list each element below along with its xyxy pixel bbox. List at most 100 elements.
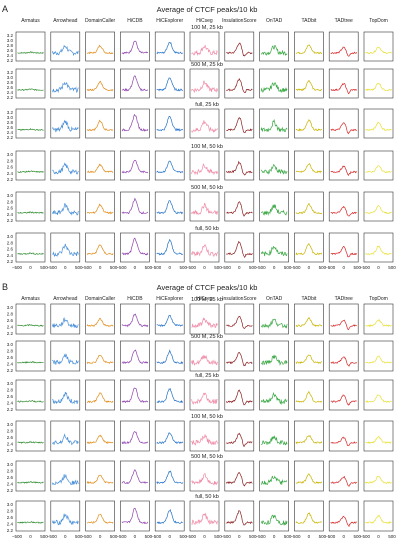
series-line <box>260 318 288 329</box>
row-title: 100 M, 25 kb <box>191 25 223 31</box>
row-title: full, 25 kb <box>195 373 219 379</box>
subplot-frame <box>154 420 185 452</box>
series-line <box>330 319 357 331</box>
row-3: 100 M, 50 kb 3.0 2.82.6 2.42.2 <box>7 414 394 453</box>
x-tick-label: −500 <box>186 265 197 270</box>
x-tick-label: 500 <box>319 534 327 539</box>
subplot-frame <box>328 340 359 372</box>
series-line <box>226 160 253 176</box>
subplot-frame <box>50 191 81 222</box>
x-tick-label: 500 <box>110 534 118 539</box>
y-tick-label: 3.0 <box>7 75 14 80</box>
y-tick-label: 3.0 <box>7 502 14 507</box>
series-line <box>191 44 218 56</box>
subplot-frame <box>363 303 394 335</box>
subplot-frame <box>15 460 46 492</box>
series-line <box>52 243 79 258</box>
y-tick-label: 3.0 <box>7 115 14 120</box>
x-tick-label: 0 <box>29 265 32 270</box>
x-tick-label: −500 <box>47 534 58 539</box>
x-tick-label: 500 <box>249 534 257 539</box>
y-tick-label: 2.8 <box>7 199 14 204</box>
series-line <box>121 431 149 445</box>
series-line <box>86 355 114 365</box>
series-line <box>51 81 79 94</box>
subplot-frame <box>154 68 185 99</box>
series-line <box>295 202 323 215</box>
subplot-frame <box>363 232 394 263</box>
series-line <box>365 476 392 485</box>
column-header: Armatus <box>21 296 40 302</box>
row-4: 500 M, 50 kb 3.0 2.82.6 2.42.2 <box>7 454 394 493</box>
subplot-frame <box>224 31 255 62</box>
series-line <box>17 441 44 444</box>
series-line <box>121 469 148 485</box>
series-line <box>261 434 288 446</box>
column-header: Armatus <box>21 18 40 24</box>
subplot-frame <box>363 191 394 222</box>
series-line <box>121 40 149 55</box>
x-tick-label: 0 <box>64 265 67 270</box>
subplot-frame <box>224 191 255 222</box>
series-line <box>191 354 218 366</box>
subplot-frame <box>154 108 185 139</box>
series-line <box>86 392 114 404</box>
series-line <box>295 163 323 174</box>
x-tick-label: 0 <box>238 265 241 270</box>
series-line <box>17 360 44 364</box>
series-line <box>226 42 253 57</box>
subplot-frame <box>85 500 115 532</box>
y-tick-label: 2.8 <box>7 80 14 85</box>
y-tick-label: 3.2 <box>7 70 14 75</box>
x-tick-label: −500 <box>360 265 371 270</box>
x-tick-label: −500 <box>151 265 162 270</box>
x-tick-label: −500 <box>221 265 232 270</box>
y-tick-label: 3.0 <box>7 342 14 347</box>
x-tick-label: 0 <box>273 265 276 270</box>
series-line <box>295 512 322 524</box>
y-tick-label: 3.0 <box>7 38 14 43</box>
x-tick-label: 0 <box>99 534 102 539</box>
series-line <box>121 159 149 174</box>
subplot-frame <box>120 379 150 411</box>
series-line <box>191 80 218 94</box>
panel-title: Average of CTCF peaks/10 kb <box>157 5 258 14</box>
series-line <box>86 434 114 444</box>
subplot-frame <box>50 379 81 411</box>
subplot-frame <box>120 420 150 452</box>
x-tick-label: 0 <box>238 534 241 539</box>
series-line <box>260 514 288 527</box>
column-header: DomainCaller <box>85 296 116 302</box>
x-tick-label: −500 <box>186 534 197 539</box>
subplot-frame <box>224 108 255 139</box>
row-2: full, 25 kb 3.23.02.82.62.42.2 <box>7 102 394 140</box>
x-tick-label: 500 <box>214 265 222 270</box>
subplot-frame <box>259 500 289 532</box>
series-line <box>330 475 357 487</box>
column-header: InsulationScore <box>222 18 257 24</box>
subplot-frame <box>154 191 185 222</box>
x-tick-label: −500 <box>256 534 267 539</box>
subplot-frame <box>85 340 115 372</box>
series-line <box>156 387 184 404</box>
column-header: HiCExplorer <box>156 18 183 24</box>
x-tick-label: −500 <box>360 534 371 539</box>
series-line <box>226 201 253 217</box>
series-line <box>330 205 357 217</box>
series-line <box>365 205 392 215</box>
y-tick-label: 3.0 <box>7 462 14 467</box>
subplot-frame <box>15 303 46 335</box>
subplot-frame <box>328 420 359 452</box>
subplot-frame <box>224 500 255 532</box>
subplot-frame <box>15 420 46 452</box>
column-header: TopDom <box>369 296 388 302</box>
series-line <box>156 41 183 55</box>
series-line <box>17 520 44 524</box>
subplot-frame <box>85 191 115 222</box>
x-tick-label: −500 <box>256 265 267 270</box>
y-tick-label: 2.4 <box>7 90 14 95</box>
series-line <box>86 203 114 215</box>
series-line <box>52 162 79 175</box>
subplot-frame <box>15 68 46 99</box>
series-line <box>330 436 357 447</box>
